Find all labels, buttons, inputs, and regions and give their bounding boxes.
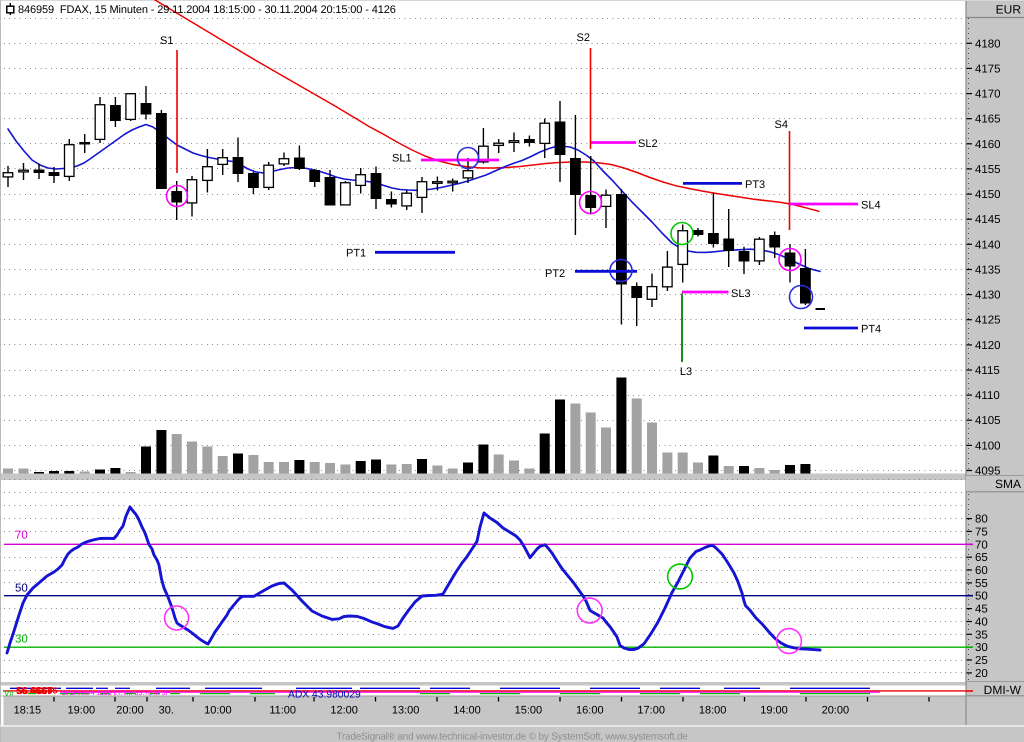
svg-text:70: 70 (975, 539, 988, 551)
svg-text:56.6667: 56.6667 (17, 686, 54, 697)
svg-text:ADX 43.980029: ADX 43.980029 (288, 690, 361, 701)
svg-text:S4: S4 (775, 119, 788, 131)
svg-text:19:00: 19:00 (68, 705, 96, 717)
svg-text:10:00: 10:00 (204, 705, 232, 717)
svg-text:4170: 4170 (975, 89, 1001, 101)
svg-text:12:00: 12:00 (330, 705, 358, 717)
svg-text:50: 50 (15, 583, 28, 595)
svg-text:846959 FDAX, 15 Minuten - 29.: 846959 FDAX, 15 Minuten - 29.11.2004 18:… (18, 4, 396, 16)
svg-text:30.: 30. (159, 705, 174, 717)
svg-text:18:15: 18:15 (14, 705, 42, 717)
svg-text:20:00: 20:00 (822, 705, 850, 717)
svg-text:4180: 4180 (975, 38, 1001, 50)
svg-text:4135: 4135 (975, 265, 1001, 277)
svg-text:4150: 4150 (975, 189, 1001, 201)
svg-text:56.6667: 56.6667 (16, 686, 53, 697)
svg-text:19:00: 19:00 (760, 705, 788, 717)
svg-text:14:00: 14:00 (453, 705, 481, 717)
svg-text:75: 75 (975, 526, 988, 538)
svg-text:4175: 4175 (975, 63, 1001, 75)
svg-text:4120: 4120 (975, 340, 1001, 352)
svg-text:25: 25 (975, 655, 988, 667)
svg-text:70: 70 (15, 530, 28, 542)
svg-text:SL4: SL4 (861, 200, 881, 212)
svg-text:4125: 4125 (975, 315, 1001, 327)
svg-text:35: 35 (975, 629, 988, 641)
svg-text:SMA: SMA (995, 477, 1021, 491)
svg-text:L3: L3 (680, 366, 692, 378)
svg-text:SL3: SL3 (731, 288, 751, 300)
svg-text:S1: S1 (160, 35, 173, 47)
svg-text:20: 20 (975, 668, 988, 680)
svg-text:4160: 4160 (975, 139, 1001, 151)
svg-text:PT4: PT4 (861, 324, 881, 336)
svg-text:4115: 4115 (975, 365, 1000, 377)
svg-text:2t 1FHM 4 1105 LT.TM 35.78 M 3: 2t 1FHM 4 1105 LT.TM 35.78 M 3F (62, 690, 170, 697)
svg-text:PT2: PT2 (545, 268, 565, 280)
svg-text:PT3: PT3 (745, 179, 765, 191)
svg-text:DMI-W: DMI-W (984, 683, 1022, 697)
svg-text:4110: 4110 (975, 390, 1000, 402)
svg-text:J0.666: J0.666 (30, 686, 58, 696)
svg-text:65: 65 (975, 552, 988, 564)
svg-text:60: 60 (975, 565, 988, 577)
svg-text:EUR: EUR (996, 3, 1022, 17)
svg-text:16:00: 16:00 (576, 705, 604, 717)
svg-text:50: 50 (975, 591, 988, 603)
svg-text:18:00: 18:00 (699, 705, 727, 717)
svg-text:30: 30 (975, 642, 988, 654)
svg-text:15:00: 15:00 (515, 705, 543, 717)
svg-text:4145: 4145 (975, 214, 1001, 226)
svg-text:SL2: SL2 (638, 138, 658, 150)
svg-text:4130: 4130 (975, 290, 1001, 302)
svg-text:45: 45 (975, 604, 988, 616)
svg-text:30: 30 (15, 634, 28, 646)
svg-text:4100: 4100 (975, 440, 1001, 452)
svg-text:55: 55 (975, 578, 988, 590)
svg-text:SL1: SL1 (392, 153, 412, 165)
svg-text:4155: 4155 (975, 164, 1001, 176)
svg-text:20:00: 20:00 (116, 705, 144, 717)
svg-text:4095: 4095 (975, 466, 1001, 478)
svg-text:4140: 4140 (975, 239, 1001, 251)
svg-text:PT1: PT1 (346, 248, 366, 260)
svg-text:17:00: 17:00 (637, 705, 665, 717)
svg-text:4165: 4165 (975, 114, 1001, 126)
svg-text:13:00: 13:00 (392, 705, 420, 717)
svg-text:11:00: 11:00 (269, 705, 296, 717)
svg-text:TradeSignal® and www.technical: TradeSignal® and www.technical-investor.… (336, 732, 688, 742)
svg-text:V#: V# (4, 689, 14, 698)
svg-text:S2: S2 (577, 32, 590, 44)
svg-text:40: 40 (975, 617, 988, 629)
svg-text:4105: 4105 (975, 415, 1001, 427)
svg-text:80: 80 (975, 514, 988, 526)
